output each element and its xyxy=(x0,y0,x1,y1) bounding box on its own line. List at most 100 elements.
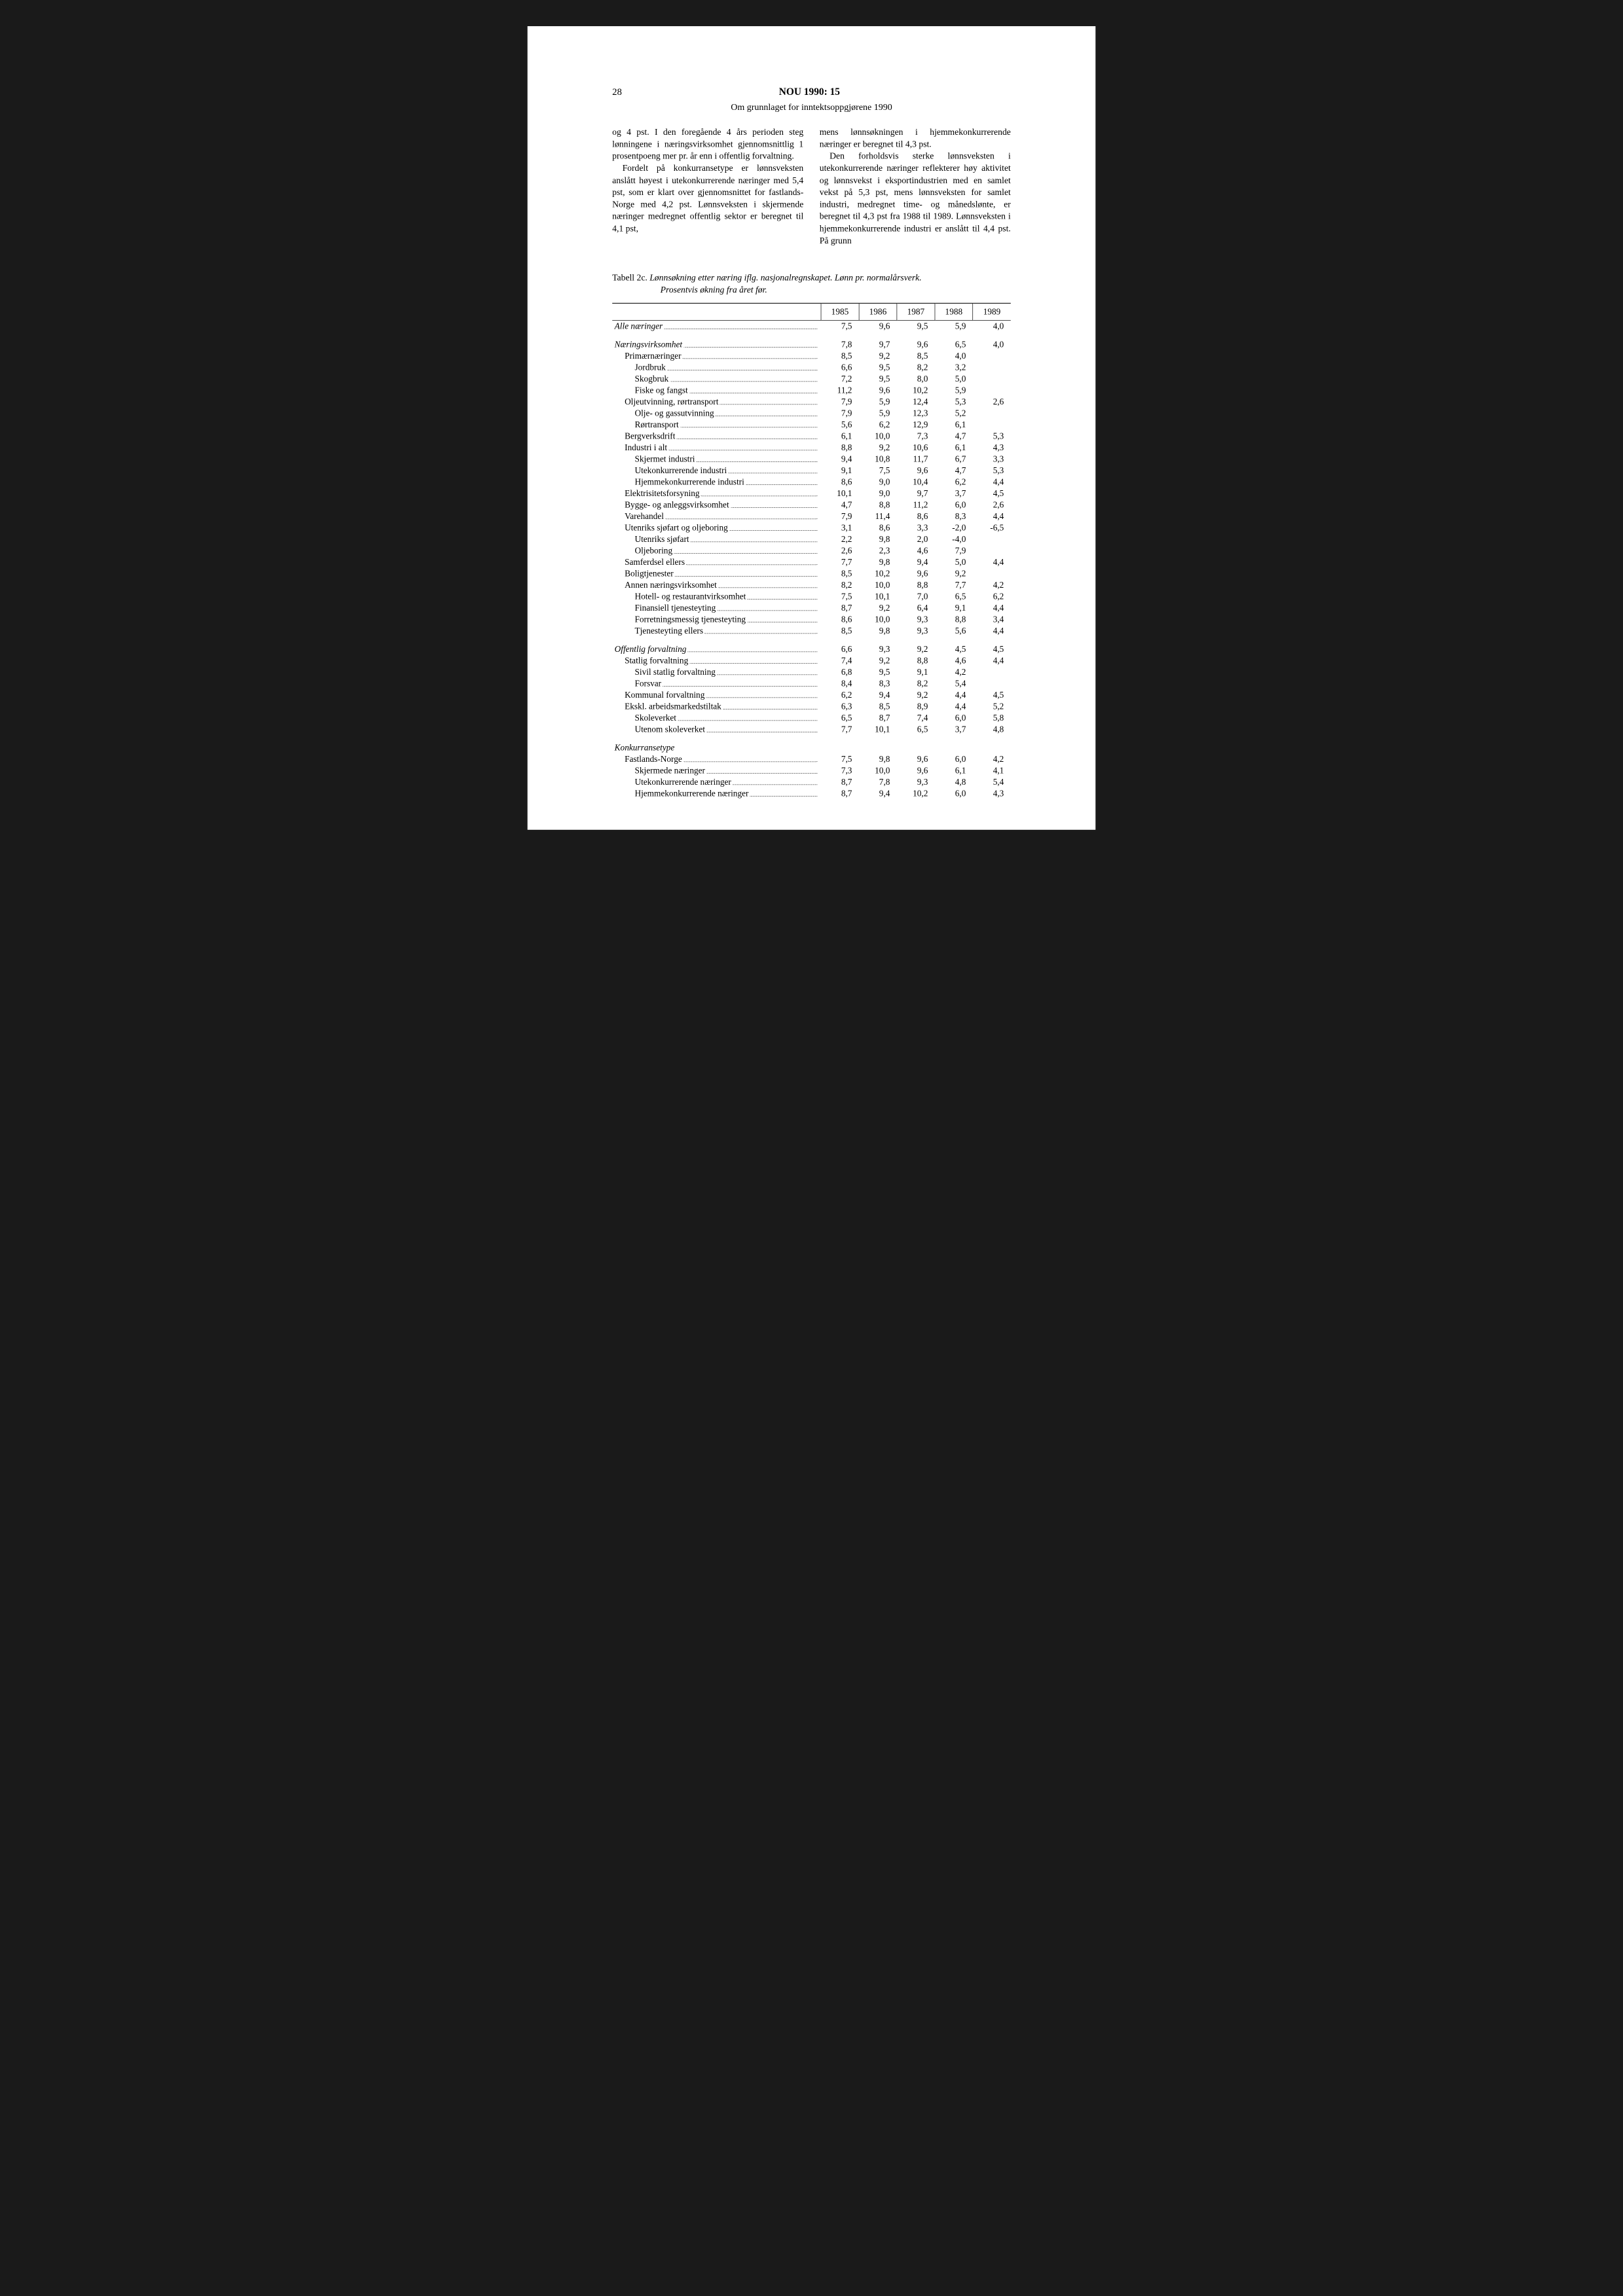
row-label-cell: Hjemmekonkurrerende industri xyxy=(612,476,821,488)
data-cell: 4,2 xyxy=(935,666,973,678)
data-cell: 10,0 xyxy=(859,431,897,442)
data-cell: 9,5 xyxy=(897,320,935,332)
data-cell: 8,5 xyxy=(821,350,859,362)
row-label-cell: Næringsvirksomhet xyxy=(612,339,821,351)
row-label-wrap: Primærnæringer xyxy=(615,351,819,361)
data-cell xyxy=(973,568,1011,580)
data-cell: 6,3 xyxy=(821,701,859,713)
row-label-cell: Bergverksdrift xyxy=(612,431,821,442)
row-label-wrap: Annen næringsvirksomhet xyxy=(615,580,819,590)
data-cell: 11,2 xyxy=(821,385,859,397)
table-body: Alle næringer7,59,69,55,94,0Næringsvirks… xyxy=(612,320,1011,799)
data-cell: 9,3 xyxy=(897,776,935,788)
row-label: Forsvar xyxy=(615,679,661,689)
row-label-wrap: Bygge- og anleggsvirksomhet xyxy=(615,500,819,510)
table-row: Utenom skoleverket7,710,16,53,74,8 xyxy=(612,724,1011,736)
row-label: Hjemmekonkurrerende næringer xyxy=(615,789,749,798)
data-cell: 4,4 xyxy=(973,556,1011,568)
data-cell: 10,1 xyxy=(821,488,859,499)
row-label-cell: Hotell- og restaurantvirksomhet xyxy=(612,591,821,603)
data-cell: -4,0 xyxy=(935,533,973,545)
table-row: Annen næringsvirksomhet8,210,08,87,74,2 xyxy=(612,579,1011,591)
data-cell xyxy=(973,666,1011,678)
row-label-cell: Skoleverket xyxy=(612,712,821,724)
row-label-cell: Utekonkurrerende industri xyxy=(612,465,821,476)
data-cell: 7,9 xyxy=(821,408,859,420)
table-row: Skogbruk7,29,58,05,0 xyxy=(612,373,1011,385)
data-cell: 9,3 xyxy=(897,614,935,626)
row-label: Annen næringsvirksomhet xyxy=(615,580,717,590)
document-title: NOU 1990: 15 xyxy=(622,86,997,98)
data-cell: 8,6 xyxy=(821,614,859,626)
data-cell: 9,2 xyxy=(859,602,897,614)
row-label-wrap: Hotell- og restaurantvirksomhet xyxy=(615,592,819,601)
leader-dots xyxy=(697,461,818,462)
data-cell: 9,0 xyxy=(859,476,897,488)
row-label-wrap: Ekskl. arbeidsmarkedstiltak xyxy=(615,702,819,711)
table-row: Utekonkurrerende industri9,17,59,64,75,3 xyxy=(612,465,1011,476)
table-row: Offentlig forvaltning6,69,39,24,54,5 xyxy=(612,643,1011,655)
leader-dots xyxy=(704,633,817,634)
data-cell: 8,8 xyxy=(821,442,859,454)
row-label-cell: Boligtjenester xyxy=(612,568,821,580)
table-caption: Tabell 2c. Lønnsøkning etter næring iflg… xyxy=(612,272,1011,296)
row-label-cell: Skjermet industri xyxy=(612,454,821,465)
data-cell xyxy=(973,419,1011,431)
data-cell: 8,8 xyxy=(935,614,973,626)
row-label-wrap: Boligtjenester xyxy=(615,569,819,579)
data-cell: 4,4 xyxy=(935,701,973,713)
data-cell: 9,2 xyxy=(897,643,935,655)
data-cell: 10,6 xyxy=(897,442,935,454)
table-row: Oljeutvinning, rørtransport7,95,912,45,3… xyxy=(612,396,1011,408)
row-label-wrap: Olje- og gassutvinning xyxy=(615,408,819,418)
row-label-cell: Forsvar xyxy=(612,678,821,690)
row-label: Ekskl. arbeidsmarkedstiltak xyxy=(615,702,721,711)
data-cell: 9,5 xyxy=(859,666,897,678)
row-label-cell: Skogbruk xyxy=(612,373,821,385)
data-cell: 9,4 xyxy=(859,788,897,800)
row-label-cell: Fiske og fangst xyxy=(612,385,821,397)
data-cell: 8,7 xyxy=(821,788,859,800)
data-cell: 7,2 xyxy=(821,373,859,385)
table-row: Elektrisitetsforsyning10,19,09,73,74,5 xyxy=(612,488,1011,499)
data-cell: 3,3 xyxy=(897,522,935,534)
data-cell: 3,7 xyxy=(935,724,973,736)
row-label-wrap: Oljeboring xyxy=(615,546,819,556)
row-label-wrap: Skjermede næringer xyxy=(615,766,819,776)
data-cell: 6,5 xyxy=(897,724,935,736)
data-cell: 4,4 xyxy=(973,602,1011,614)
data-cell: 8,3 xyxy=(935,511,973,522)
row-label-cell: Finansiell tjenesteyting xyxy=(612,602,821,614)
data-cell: 4,2 xyxy=(973,753,1011,765)
table-header-row: 19851986198719881989 xyxy=(612,303,1011,320)
leader-dots xyxy=(706,773,817,774)
data-cell xyxy=(973,533,1011,545)
row-label-cell: Annen næringsvirksomhet xyxy=(612,579,821,591)
data-cell: 6,2 xyxy=(821,689,859,701)
data-cell: 4,8 xyxy=(973,724,1011,736)
table-row: Næringsvirksomhet7,89,79,66,54,0 xyxy=(612,339,1011,351)
data-cell: 6,2 xyxy=(935,476,973,488)
table-header-blank xyxy=(612,303,821,320)
data-cell: 12,3 xyxy=(897,408,935,420)
row-label: Sivil statlig forvaltning xyxy=(615,667,716,677)
data-cell: 4,0 xyxy=(973,320,1011,332)
data-cell: 9,7 xyxy=(897,488,935,499)
row-label-wrap: Finansiell tjenesteyting xyxy=(615,603,819,613)
row-label-wrap: Industri i alt xyxy=(615,442,819,452)
data-cell: 6,6 xyxy=(821,643,859,655)
table-row: Skjermet industri9,410,811,76,73,3 xyxy=(612,454,1011,465)
data-cell: 6,5 xyxy=(935,591,973,603)
table-row: Sivil statlig forvaltning6,89,59,14,2 xyxy=(612,666,1011,678)
row-label-wrap: Sivil statlig forvaltning xyxy=(615,667,819,677)
data-cell xyxy=(973,678,1011,690)
data-cell: 7,7 xyxy=(935,579,973,591)
leader-dots xyxy=(747,599,817,600)
data-cell: 11,2 xyxy=(897,499,935,511)
leader-dots xyxy=(684,347,817,348)
caption-prefix: Tabell 2c. xyxy=(612,273,649,283)
data-cell: 5,9 xyxy=(859,396,897,408)
table-row: Rørtransport5,66,212,96,1 xyxy=(612,419,1011,431)
table-year-header: 1988 xyxy=(935,303,973,320)
data-cell: 5,6 xyxy=(935,625,973,637)
